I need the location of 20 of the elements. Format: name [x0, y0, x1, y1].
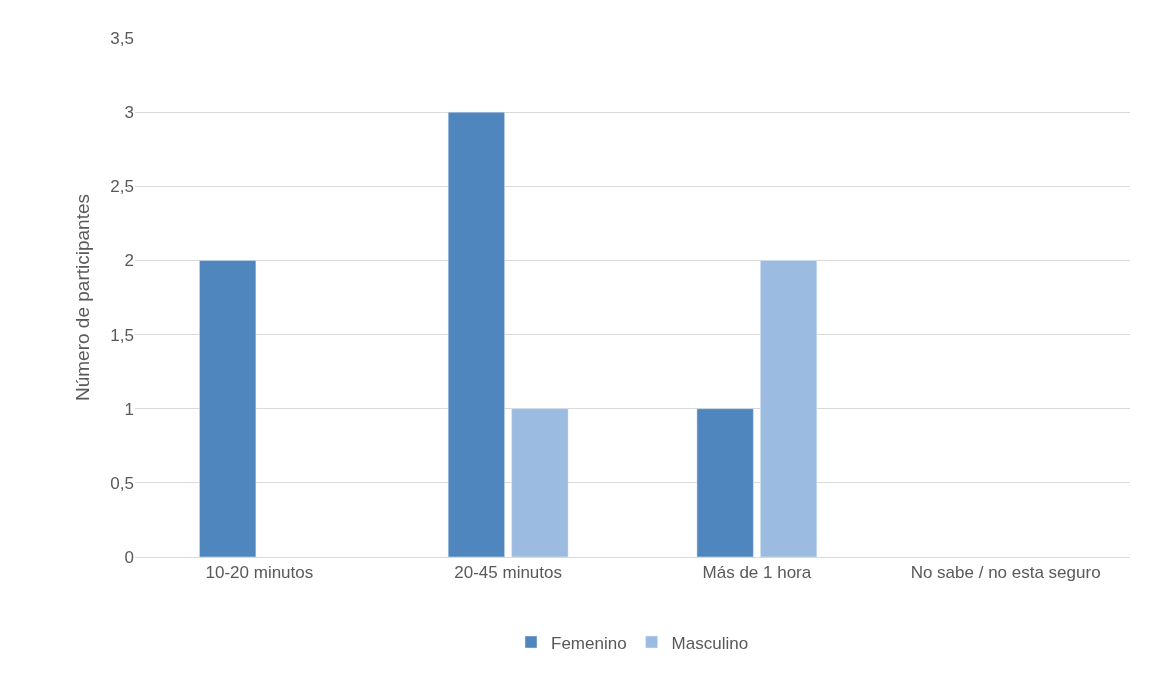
y-tick-label: 3: [124, 103, 134, 123]
x-tick-label: No sabe / no esta seguro: [910, 563, 1101, 583]
x-tick-label: 10-20 minutos: [205, 563, 314, 583]
bar: [760, 260, 818, 557]
bar: [199, 260, 257, 557]
y-tick-label: 0,5: [110, 473, 134, 493]
x-tick-label: Más de 1 hora: [702, 563, 812, 583]
y-tick-label: 3,5: [110, 28, 134, 48]
y-axis-title: Número de participantes: [72, 194, 94, 401]
bar: [447, 111, 505, 557]
legend-label: Masculino: [671, 633, 749, 653]
y-tick-label: 2,5: [110, 177, 134, 197]
bar: [511, 408, 569, 557]
y-tick-label: 2: [124, 251, 134, 271]
y-tick-label: 0: [124, 547, 134, 567]
y-tick-label: 1,5: [110, 325, 134, 345]
x-tick-label: 20-45 minutos: [454, 563, 562, 583]
bar: [696, 408, 754, 557]
y-tick-label: 1: [124, 399, 134, 419]
legend-label: Femenino: [551, 633, 627, 653]
